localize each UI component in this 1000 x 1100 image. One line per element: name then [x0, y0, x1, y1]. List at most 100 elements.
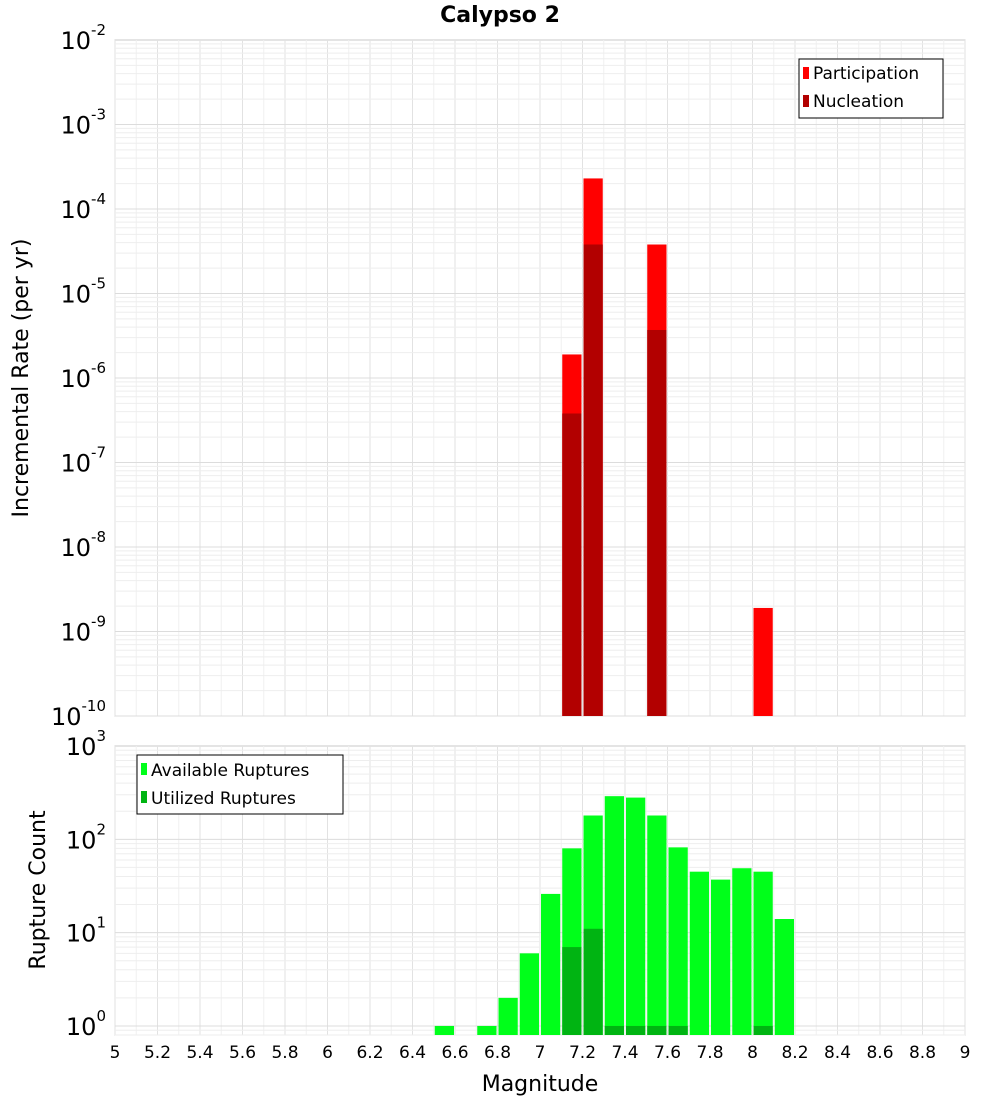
x-tick-label: 5.8 [271, 1043, 298, 1063]
y-tick-label: 10-9 [60, 613, 106, 647]
x-tick-label: 5 [110, 1043, 121, 1063]
chart-title: Calypso 2 [440, 3, 560, 28]
y-tick-exponent: 3 [96, 727, 106, 745]
top-bar-nucleation [583, 244, 603, 716]
x-tick-label: 8.4 [824, 1043, 851, 1063]
bottom-bar-utilized-ruptures [753, 1025, 773, 1035]
bottom-bar-utilized-ruptures [626, 1025, 646, 1035]
bottom-bar-utilized-ruptures [583, 928, 603, 1035]
legend-swatch-participation [803, 67, 809, 79]
x-tick-label: 8.2 [781, 1043, 808, 1063]
y-tick-base: 10 [60, 196, 91, 224]
legend-swatch-nucleation [803, 95, 809, 107]
y-tick-base: 10 [60, 112, 91, 140]
x-tick-labels: 5 5.2 5.4 5.6 5.8 6 6.2 6.4 6.6 6.8 7 7.2 7.4 7.6 7.8 8… [110, 1043, 971, 1063]
y-tick-base: 10 [66, 733, 97, 761]
y-tick-label: 100 [66, 1007, 106, 1041]
legend-label-nucleation: Nucleation [813, 92, 904, 112]
top-y-axis-label: Incremental Rate (per yr) [9, 239, 34, 518]
y-tick-base: 10 [60, 27, 91, 55]
y-tick-base: 10 [66, 920, 97, 948]
y-tick-base: 10 [51, 703, 82, 731]
bottom-bar-utilized-ruptures [668, 1025, 688, 1035]
y-tick-exponent: -6 [91, 359, 106, 377]
legend-label-participation: Participation [813, 64, 919, 84]
bottom-bar-available-ruptures [541, 893, 561, 1035]
top-legend: Participation Nucleation [798, 58, 944, 119]
x-tick-label: 8 [747, 1043, 758, 1063]
y-tick-exponent: -3 [91, 106, 106, 124]
bottom-bar-available-ruptures [434, 1025, 454, 1035]
bottom-bar-available-ruptures [753, 871, 773, 1035]
y-tick-label: 10-10 [51, 697, 106, 731]
bottom-bar-available-ruptures [732, 868, 752, 1035]
y-tick-base: 10 [60, 619, 91, 647]
y-tick-label: 10-3 [60, 106, 106, 140]
y-tick-base: 10 [60, 534, 91, 562]
y-tick-exponent: 1 [96, 914, 106, 932]
top-bar-nucleation [647, 329, 667, 716]
x-tick-label: 9 [960, 1043, 971, 1063]
x-tick-label: 5.6 [229, 1043, 256, 1063]
bottom-legend: Available Ruptures Utilized Ruptures [136, 754, 344, 815]
y-tick-label: 103 [66, 727, 106, 761]
top-y-tick-labels: 10-210-310-410-510-610-710-810-910-10 [51, 21, 106, 731]
top-bars [562, 178, 773, 717]
y-tick-label: 101 [66, 914, 106, 948]
top-legend-box [798, 58, 944, 119]
bottom-bar-available-ruptures [774, 919, 794, 1035]
y-tick-exponent: -7 [91, 444, 106, 462]
bottom-y-axis-label: Rupture Count [26, 810, 51, 970]
bottom-bar-available-ruptures [711, 879, 731, 1035]
bottom-bar-available-ruptures [519, 953, 539, 1035]
y-tick-base: 10 [66, 1013, 97, 1041]
x-tick-label: 6.8 [484, 1043, 511, 1063]
bottom-bar-utilized-ruptures [604, 1025, 624, 1035]
x-tick-label: 7.4 [611, 1043, 638, 1063]
x-tick-label: 7.6 [654, 1043, 681, 1063]
bottom-bar-available-ruptures [477, 1025, 497, 1035]
top-bar-participation [753, 607, 773, 716]
x-tick-label: 7 [535, 1043, 546, 1063]
bottom-bar-available-ruptures [604, 796, 624, 1035]
y-tick-base: 10 [66, 826, 97, 854]
y-tick-label: 10-4 [60, 190, 106, 224]
legend-label-available-ruptures: Available Ruptures [151, 761, 309, 781]
bottom-bar-utilized-ruptures [647, 1025, 667, 1035]
x-tick-label: 5.2 [144, 1043, 171, 1063]
x-tick-label: 5.4 [186, 1043, 213, 1063]
y-tick-exponent: 2 [96, 820, 106, 838]
y-tick-label: 10-5 [60, 275, 106, 309]
y-tick-label: 10-6 [60, 359, 106, 393]
x-tick-label: 6.6 [441, 1043, 468, 1063]
y-tick-label: 10-7 [60, 444, 106, 478]
bottom-bar-available-ruptures [647, 815, 667, 1035]
y-tick-exponent: -8 [91, 528, 106, 546]
x-tick-label: 6.2 [356, 1043, 383, 1063]
y-tick-exponent: -10 [82, 697, 107, 715]
y-tick-exponent: 0 [96, 1007, 106, 1025]
y-tick-base: 10 [60, 365, 91, 393]
y-tick-label: 10-8 [60, 528, 106, 562]
y-tick-exponent: -4 [91, 190, 106, 208]
bottom-bars [434, 796, 794, 1035]
x-tick-label: 6 [322, 1043, 333, 1063]
bottom-bar-utilized-ruptures [562, 947, 582, 1035]
bottom-bar-available-ruptures [668, 847, 688, 1035]
x-tick-label: 8.6 [866, 1043, 893, 1063]
y-tick-label: 10-2 [60, 21, 106, 55]
legend-swatch-utilized-ruptures [141, 791, 147, 803]
x-tick-label: 8.8 [909, 1043, 936, 1063]
bottom-bar-available-ruptures [626, 797, 646, 1035]
legend-swatch-available-ruptures [141, 763, 147, 775]
legend-label-utilized-ruptures: Utilized Ruptures [151, 789, 296, 809]
y-tick-exponent: -5 [91, 275, 106, 293]
y-tick-exponent: -2 [91, 21, 106, 39]
x-axis-label: Magnitude [482, 1072, 599, 1097]
x-tick-label: 7.2 [569, 1043, 596, 1063]
y-tick-base: 10 [60, 281, 91, 309]
top-grid [114, 40, 966, 717]
